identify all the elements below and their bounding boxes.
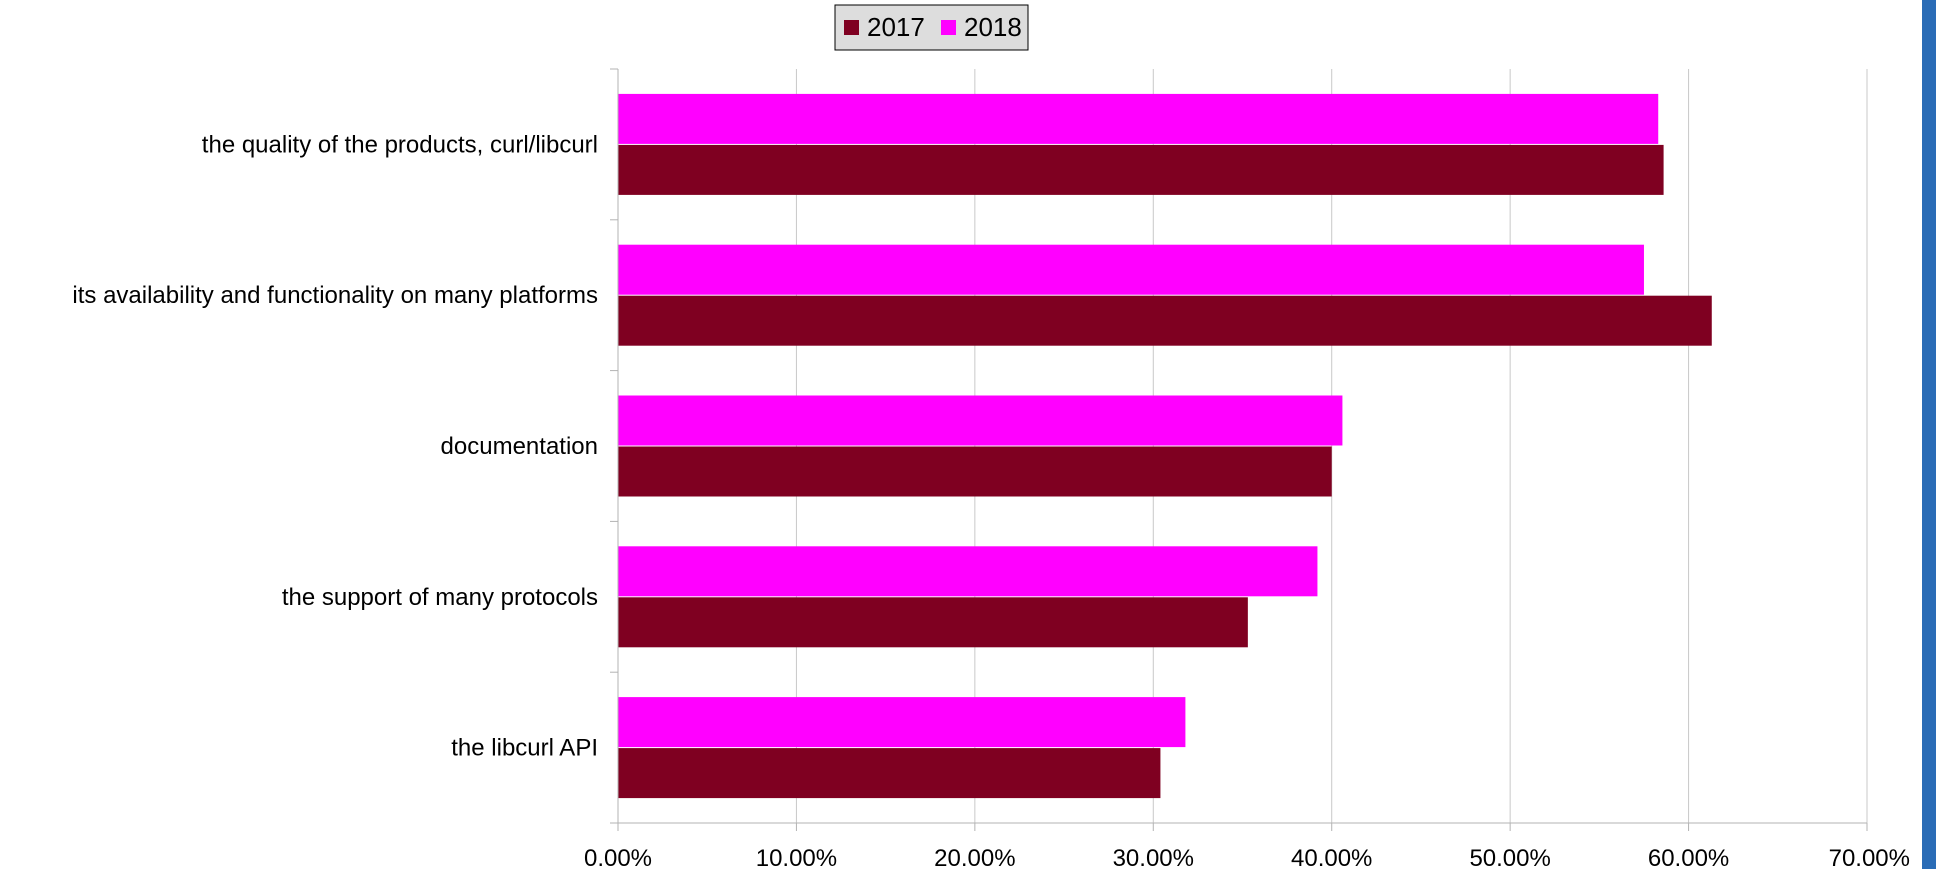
bars bbox=[618, 93, 1712, 799]
bar-2017 bbox=[618, 446, 1332, 497]
legend: 2017 2018 bbox=[834, 4, 1029, 51]
x-tick-label: 20.00% bbox=[934, 845, 1015, 869]
category-label: its availability and functionality on ma… bbox=[72, 282, 598, 309]
axes bbox=[610, 68, 1867, 824]
bar-2018 bbox=[618, 395, 1343, 446]
bar-2017 bbox=[618, 295, 1712, 346]
bar-2018 bbox=[618, 546, 1318, 597]
legend-box bbox=[834, 4, 1029, 51]
x-tick-label: 70.00% bbox=[1829, 845, 1910, 869]
window-right-edge bbox=[1922, 0, 1936, 869]
category-labels: the quality of the products, curl/libcur… bbox=[72, 131, 598, 761]
bar-2017 bbox=[618, 597, 1248, 648]
category-label: documentation bbox=[441, 433, 598, 460]
category-label: the quality of the products, curl/libcur… bbox=[202, 131, 598, 158]
category-label: the support of many protocols bbox=[282, 584, 598, 611]
x-tick-label: 30.00% bbox=[1113, 845, 1194, 869]
bar-2018 bbox=[618, 244, 1644, 295]
x-tick-labels: 0.00% 10.00% 20.00% 30.00% 40.00% 50.00% 60.00… bbox=[584, 845, 1910, 869]
x-tick-label: 60.00% bbox=[1648, 845, 1729, 869]
category-label: the libcurl API bbox=[451, 735, 598, 762]
x-tick-label: 50.00% bbox=[1469, 845, 1550, 869]
x-tick-label: 0.00% bbox=[584, 845, 652, 869]
legend-swatch-2018 bbox=[941, 20, 956, 35]
x-tick-label: 40.00% bbox=[1291, 845, 1372, 869]
legend-label-2017: 2017 bbox=[867, 12, 925, 42]
legend-swatch-2017 bbox=[844, 20, 859, 35]
legend-label-2018: 2018 bbox=[964, 12, 1022, 42]
x-tick-label: 10.00% bbox=[756, 845, 837, 869]
bar-2018 bbox=[618, 697, 1186, 748]
bar-2017 bbox=[618, 144, 1664, 195]
bar-2018 bbox=[618, 93, 1659, 144]
bar-2017 bbox=[618, 748, 1161, 799]
